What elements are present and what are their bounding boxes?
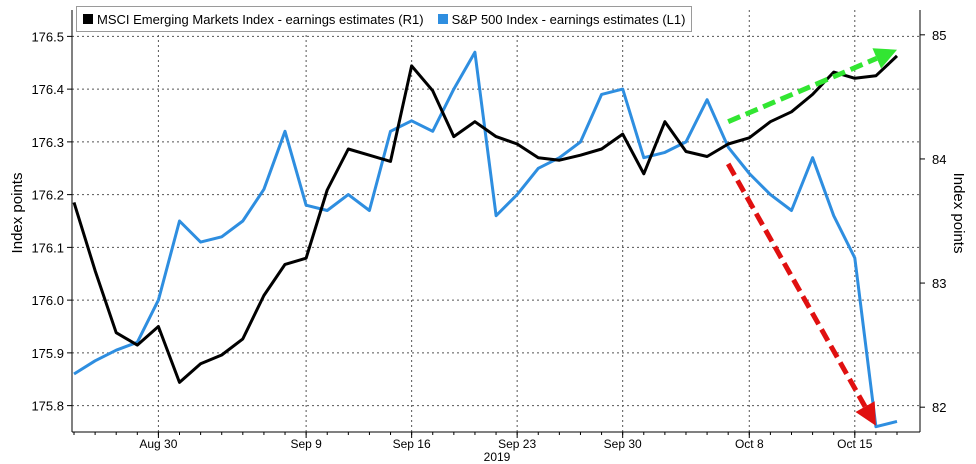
annotation-arrow-red-head [855,401,876,426]
x-tick-label: Sep 9 [290,437,322,451]
right-axis-label: Index points [950,173,967,254]
left-tick-label: 176.5 [31,29,64,44]
left-tick-label: 176.4 [31,82,64,97]
left-tick-label: 176.3 [31,135,64,150]
annotation-arrow-green-head [872,48,897,69]
right-tick-label: 83 [932,276,946,291]
legend: MSCI Emerging Markets Index - earnings e… [76,6,693,32]
legend-label-msci: MSCI Emerging Markets Index - earnings e… [97,11,424,27]
gridlines [72,10,920,432]
left-tick-label: 175.8 [31,399,64,414]
series-line-msci [72,54,899,384]
left-tick-label: 176.2 [31,188,64,203]
right-tick-label: 82 [932,400,946,415]
axes: 175.8 175.9 176.0 176.1 176.2 176.3 176.4 176.5… [31,10,946,451]
x-tick-label: Sep 30 [604,437,642,451]
legend-swatch-sp500 [437,14,448,24]
legend-label-sp500: S&P 500 Index - earnings estimates (L1) [451,11,686,27]
x-tick-label: Sep 16 [393,437,431,451]
legend-item-sp500: S&P 500 Index - earnings estimates (L1) [437,11,686,27]
legend-item-msci: MSCI Emerging Markets Index - earnings e… [83,12,424,27]
x-tick-label: Aug 30 [139,437,177,451]
annotation-layer [726,48,897,426]
series-layer [72,50,899,429]
x-tick-label: Sep 23 [498,437,536,451]
right-tick-label: 84 [932,152,946,167]
annotation-arrow-red [726,162,868,408]
x-tick-label: Oct 15 [837,437,873,451]
annotation-arrow-green [727,56,878,125]
series-line-sp500 [73,50,898,429]
left-tick-label: 176.1 [31,240,64,255]
left-tick-label: 176.0 [31,293,64,308]
left-tick-label: 175.9 [31,346,64,361]
right-tick-label: 85 [932,28,946,43]
x-axis-year-label: 2019 [484,450,511,464]
left-axis-label: Index points [9,173,26,254]
legend-swatch-msci [83,14,93,24]
x-tick-label: Oct 8 [735,437,764,451]
